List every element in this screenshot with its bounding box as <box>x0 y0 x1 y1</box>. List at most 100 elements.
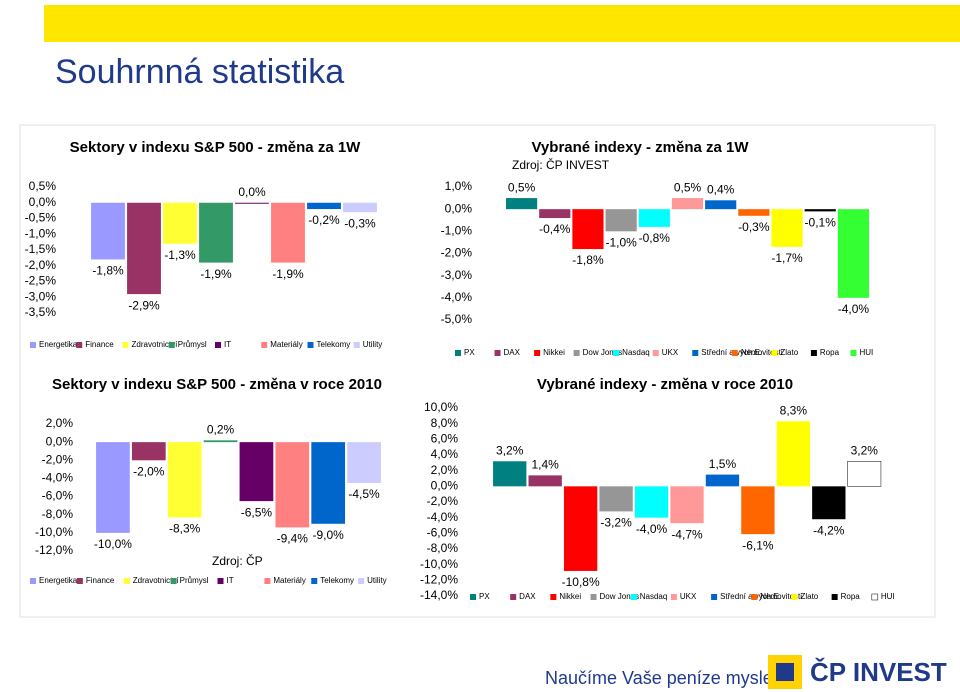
y-tick-label: 0,0% <box>29 195 57 209</box>
legend-label: Průmysl <box>178 340 207 349</box>
bar <box>539 209 571 219</box>
legend-label: Nemovitosti <box>741 348 783 357</box>
bar <box>670 486 704 524</box>
legend-label: Finance <box>85 340 114 349</box>
legend-label: Dow Jones <box>583 348 623 357</box>
legend-swatch <box>692 350 699 356</box>
bar <box>771 209 803 247</box>
y-tick-label: -8,0% <box>427 541 459 555</box>
legend-label: Telekomy <box>320 576 354 585</box>
value-label: -9,0% <box>313 528 345 542</box>
y-tick-label: -1,0% <box>441 224 473 238</box>
legend-swatch <box>168 342 175 348</box>
bar <box>671 198 704 210</box>
legend-swatch <box>122 342 129 348</box>
y-tick-label: -2,0% <box>42 452 74 466</box>
legend-swatch <box>731 350 738 356</box>
value-label: -1,7% <box>771 251 803 265</box>
y-tick-label: -3,5% <box>25 305 57 319</box>
bar <box>203 440 238 443</box>
legend-swatch <box>217 578 224 584</box>
value-label: 0,5% <box>508 180 536 194</box>
bar <box>96 442 130 533</box>
y-tick-label: 0,0% <box>431 479 459 493</box>
legend-swatch <box>30 578 36 584</box>
y-tick-label: -4,0% <box>427 510 459 524</box>
legend-swatch <box>590 594 597 600</box>
legend-label: Nasdaq <box>640 592 668 601</box>
y-tick-label: -1,5% <box>25 242 57 256</box>
value-label: -1,9% <box>200 267 232 281</box>
legend-swatch <box>831 594 838 600</box>
y-tick-label: -14,0% <box>420 588 458 602</box>
bar <box>738 209 770 216</box>
legend-swatch <box>751 594 758 600</box>
bar <box>705 474 740 487</box>
legend-label: Materiály <box>270 340 302 349</box>
value-label: 0,4% <box>707 182 735 196</box>
chart-title: Sektory v indexu S&P 500 - změna za 1W <box>70 139 362 156</box>
value-label: 0,0% <box>238 185 266 199</box>
y-tick-label: 8,0% <box>431 416 459 430</box>
bar <box>572 209 604 250</box>
value-label: -3,2% <box>600 516 632 530</box>
chart-title: Vybrané indexy - změna v roce 2010 <box>537 376 793 393</box>
bar <box>239 442 274 502</box>
bar <box>343 202 377 213</box>
value-label: -1,9% <box>272 267 304 281</box>
legend-swatch <box>771 350 778 356</box>
header-band <box>44 5 960 42</box>
value-label: -0,8% <box>639 231 671 245</box>
bar <box>163 202 197 244</box>
bar <box>812 486 846 520</box>
legend-label: Zlato <box>800 592 818 601</box>
bar <box>199 202 233 263</box>
legend-swatch <box>810 350 817 356</box>
value-label: 1,4% <box>532 458 560 472</box>
value-label: -0,3% <box>738 220 770 234</box>
legend-label: Střední a vých.E. <box>720 592 781 601</box>
y-tick-label: 2,0% <box>46 416 74 430</box>
legend-swatch <box>510 594 517 600</box>
value-label: -4,0% <box>636 522 668 536</box>
legend-label: UKX <box>680 592 697 601</box>
legend-swatch <box>455 350 461 356</box>
legend-label: Nikkei <box>543 348 565 357</box>
value-label: 1,5% <box>709 457 737 471</box>
y-tick-label: -6,0% <box>42 489 74 503</box>
legend-label: Ropa <box>841 592 861 601</box>
y-tick-label: 0,0% <box>445 201 473 215</box>
legend-swatch <box>850 350 857 356</box>
value-label: -6,5% <box>241 505 273 519</box>
value-label: -1,3% <box>164 248 196 262</box>
y-tick-label: -5,0% <box>441 312 473 326</box>
chart-annotation: Zdroj: ČP <box>212 553 263 568</box>
y-tick-label: -8,0% <box>42 507 74 521</box>
legend-label: Zdravotnictví <box>133 576 180 585</box>
legend-swatch <box>123 578 130 584</box>
legend-swatch <box>215 342 221 348</box>
y-tick-label: -12,0% <box>420 573 458 587</box>
y-tick-label: -2,0% <box>441 246 473 260</box>
legend-label: IT <box>227 576 234 585</box>
y-tick-label: -2,0% <box>427 494 459 508</box>
value-label: -8,3% <box>169 522 201 536</box>
y-tick-label: -0,5% <box>25 211 57 225</box>
bar <box>599 486 633 512</box>
y-tick-label: 0,5% <box>29 179 57 193</box>
bar <box>493 461 527 487</box>
legend-label: Energetika <box>39 576 78 585</box>
value-label: -10,8% <box>562 575 600 589</box>
value-label: 0,5% <box>674 180 702 194</box>
footer-slogan: Naučíme Vaše peníze myslet <box>545 668 778 688</box>
bar <box>235 202 269 204</box>
legend-label: Finance <box>86 576 115 585</box>
legend-label: Utility <box>363 340 383 349</box>
legend-label: UKX <box>662 348 679 357</box>
legend-swatch <box>573 350 580 356</box>
legend-label: Zdravotnictví <box>132 340 179 349</box>
legend-label: HUI <box>859 348 873 357</box>
legend-label: Nikkei <box>559 592 581 601</box>
legend-label: Dow Jones <box>600 592 640 601</box>
value-label: 3,2% <box>496 443 524 457</box>
